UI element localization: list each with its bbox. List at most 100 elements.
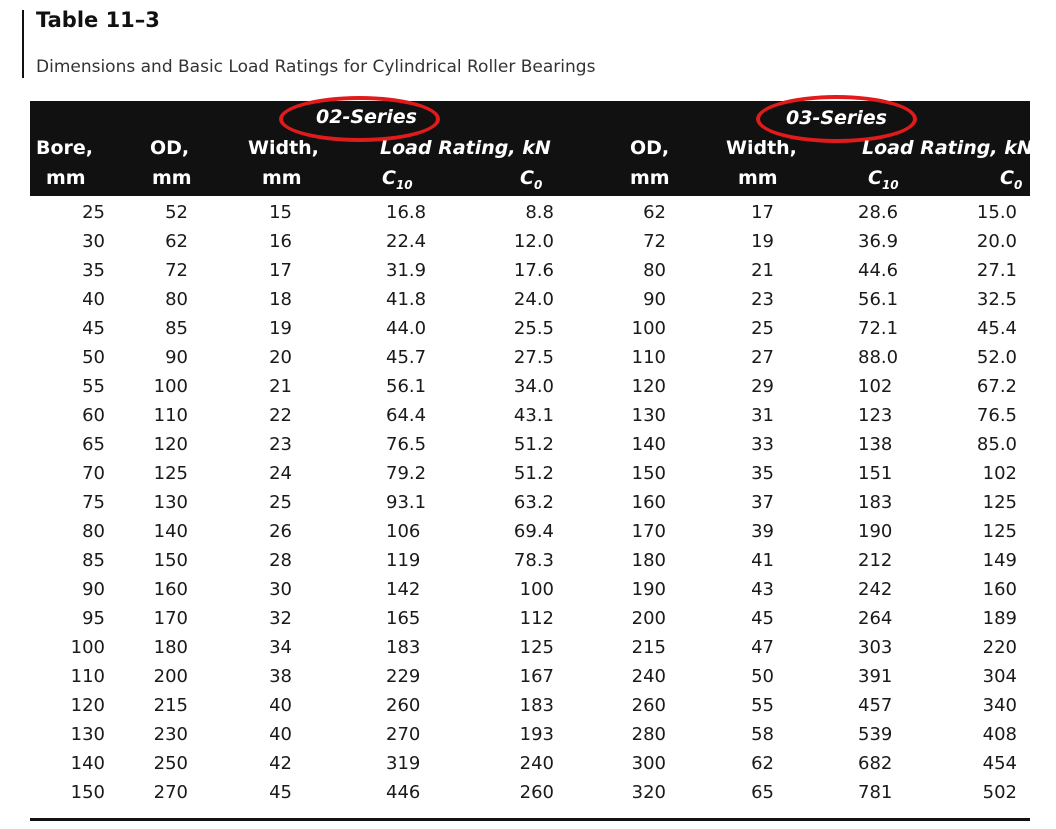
od-02-header: OD,	[150, 137, 190, 159]
width-03-cell: 25	[751, 318, 774, 339]
table-row: 35 72 17 31.9 17.6 80 21 44.6 27.1	[30, 260, 1030, 289]
od-02-cell: 120	[153, 434, 188, 455]
bore-cell: 40	[82, 289, 105, 310]
c10-03-cell: 264	[858, 608, 893, 629]
bore-cell: 85	[82, 550, 105, 571]
od-03-cell: 110	[631, 347, 666, 368]
c10-03-cell: 56.1	[858, 289, 899, 310]
c0-03-cell: 15.0	[976, 202, 1017, 223]
table-row: 25 52 15 16.8 8.8 62 17 28.6 15.0	[30, 202, 1030, 231]
od-02-cell: 110	[153, 405, 188, 426]
c0-02-cell: 193	[519, 724, 554, 745]
width-03-cell: 33	[751, 434, 774, 455]
od-03-cell: 90	[643, 289, 666, 310]
c0-02-cell: 17.6	[513, 260, 554, 281]
load-rating-03-header: Load Rating, kN	[862, 137, 1033, 159]
c10-02-cell: 41.8	[386, 289, 427, 310]
c10-02-header: C10	[382, 167, 413, 192]
c10-03-header: C10	[868, 167, 899, 192]
width-02-cell: 15	[269, 202, 292, 223]
title-rule	[22, 10, 24, 78]
c10-03-cell: 682	[858, 753, 893, 774]
od-03-cell: 62	[643, 202, 666, 223]
width-03-cell: 37	[751, 492, 774, 513]
series-03-highlight	[756, 95, 917, 143]
od-02-cell: 52	[165, 202, 188, 223]
c0-02-cell: 25.5	[513, 318, 554, 339]
c10-03-cell: 212	[858, 550, 893, 571]
c10-02-cell: 119	[386, 550, 421, 571]
c0-03-cell: 502	[982, 782, 1017, 803]
c0-02-cell: 112	[519, 608, 554, 629]
od-03-cell: 80	[643, 260, 666, 281]
bore-cell: 80	[82, 521, 105, 542]
c10-02-cell: 45.7	[386, 347, 427, 368]
c0-03-cell: 408	[982, 724, 1017, 745]
bore-cell: 75	[82, 492, 105, 513]
table-row: 45 85 19 44.0 25.5 100 25 72.1 45.4	[30, 318, 1030, 347]
c0-02-cell: 34.0	[513, 376, 554, 397]
bore-cell: 90	[82, 579, 105, 600]
bore-cell: 110	[70, 666, 105, 687]
c10-03-cell: 28.6	[858, 202, 899, 223]
bore-cell: 60	[82, 405, 105, 426]
bore-cell: 50	[82, 347, 105, 368]
c10-03-cell: 781	[858, 782, 893, 803]
c10-03-cell: 44.6	[858, 260, 899, 281]
c0-03-cell: 32.5	[976, 289, 1017, 310]
table-row: 70 125 24 79.2 51.2 150 35 151 102	[30, 463, 1030, 492]
c10-02-cell: 183	[386, 637, 421, 658]
width-03-cell: 23	[751, 289, 774, 310]
table-subtitle: Dimensions and Basic Load Ratings for Cy…	[36, 57, 596, 77]
width-02-cell: 22	[269, 405, 292, 426]
bore-cell: 55	[82, 376, 105, 397]
table-row: 65 120 23 76.5 51.2 140 33 138 85.0	[30, 434, 1030, 463]
width-02-cell: 40	[269, 695, 292, 716]
od-03-cell: 320	[631, 782, 666, 803]
c0-03-cell: 340	[982, 695, 1017, 716]
c0-03-header: C0	[1000, 167, 1023, 192]
table-header: 02-Series 03-Series Bore, OD, Width, Loa…	[30, 95, 1033, 196]
od-03-cell: 100	[631, 318, 666, 339]
od-03-cell: 130	[631, 405, 666, 426]
od-03-cell: 72	[643, 231, 666, 252]
width-03-cell: 17	[751, 202, 774, 223]
od-03-cell: 160	[631, 492, 666, 513]
width-02-cell: 40	[269, 724, 292, 745]
bore-cell: 70	[82, 463, 105, 484]
c0-02-cell: 125	[519, 637, 554, 658]
od-03-cell: 240	[631, 666, 666, 687]
table-row: 50 90 20 45.7 27.5 110 27 88.0 52.0	[30, 347, 1030, 376]
c0-02-cell: 183	[519, 695, 554, 716]
od-02-cell: 215	[153, 695, 188, 716]
table-row: 60 110 22 64.4 43.1 130 31 123 76.5	[30, 405, 1030, 434]
width-02-cell: 17	[269, 260, 292, 281]
table-row: 85 150 28 119 78.3 180 41 212 149	[30, 550, 1030, 579]
c10-03-cell: 36.9	[858, 231, 899, 252]
width-02-cell: 19	[269, 318, 292, 339]
od-02-cell: 125	[153, 463, 188, 484]
table-row: 75 130 25 93.1 63.2 160 37 183 125	[30, 492, 1030, 521]
width-03-cell: 58	[751, 724, 774, 745]
c0-02-cell: 78.3	[513, 550, 554, 571]
c10-02-cell: 106	[386, 521, 421, 542]
bore-cell: 140	[70, 753, 105, 774]
c10-02-cell: 44.0	[386, 318, 427, 339]
od-02-cell: 90	[165, 347, 188, 368]
width-02-cell: 42	[269, 753, 292, 774]
bore-unit: mm	[46, 167, 86, 189]
bore-cell: 120	[70, 695, 105, 716]
od-03-cell: 170	[631, 521, 666, 542]
width-02-cell: 34	[269, 637, 292, 658]
c0-02-cell: 167	[519, 666, 554, 687]
table-row: 30 62 16 22.4 12.0 72 19 36.9 20.0	[30, 231, 1030, 260]
od-03-cell: 150	[631, 463, 666, 484]
width-02-cell: 18	[269, 289, 292, 310]
width-02-cell: 38	[269, 666, 292, 687]
table-row: 130 230 40 270 193 280 58 539 408	[30, 724, 1030, 753]
od-03-cell: 200	[631, 608, 666, 629]
od-02-cell: 170	[153, 608, 188, 629]
table-bottom-rule	[30, 818, 1030, 821]
od-02-cell: 72	[165, 260, 188, 281]
c10-03-cell: 242	[858, 579, 893, 600]
